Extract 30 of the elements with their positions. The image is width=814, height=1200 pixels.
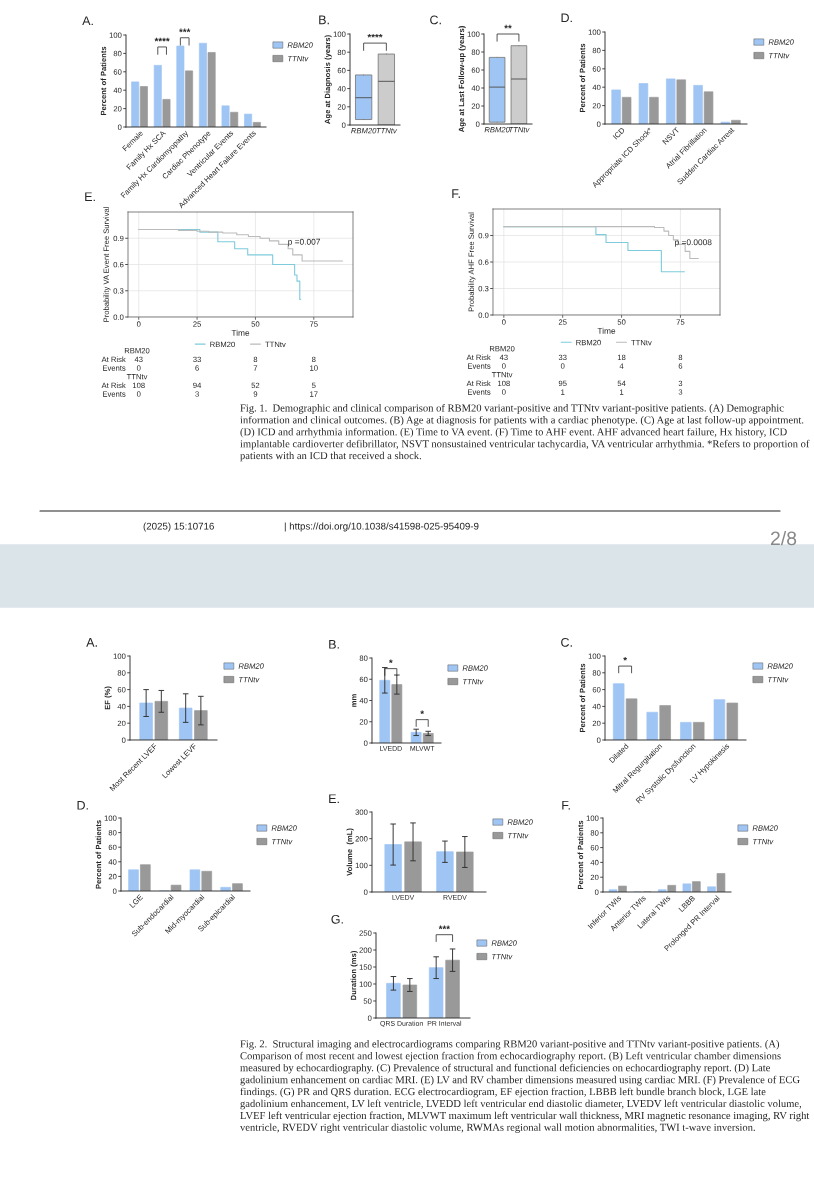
x-axis-title: Time [231, 329, 250, 336]
annotation: * [623, 656, 628, 661]
chart-title: E. [329, 794, 339, 804]
chart-title: A. [86, 638, 97, 647]
annotation: **** [154, 37, 170, 42]
chart-title: D. [77, 800, 88, 810]
text: *** [179, 28, 191, 33]
chart-title: G. [331, 914, 343, 924]
text: (2025) 15:10716 [143, 522, 214, 532]
chart-title: F. [562, 800, 570, 810]
caption: Fig. 1. Demographic and clinical comparison of RBM20 variant-positive and TTNtv variant-positive patients. (A) Demographic information and clinical outcomes. (B) Age at diagnosis for patients with a cardiac phenotype. (C) Age at last follow-up appointment. (D) ICD and arrhythmia information. (E) Time to VA event. (F) Time to AHF event. AHF advanced heart failure, Hx history, ICD implantable cardioverter defibrillator, NSVT nonsustained ventricular tachycardia, VA ventricular arrhythmia. *Refers to proportion of patients with an ICD that received a shock. [240, 404, 810, 462]
annotation: **** [367, 33, 383, 38]
chart-title: F. [452, 189, 460, 198]
chart-title: B. [329, 640, 339, 649]
annotation: p =0.007 [288, 238, 320, 247]
annotation: * [420, 710, 425, 715]
chart-title: E. [85, 192, 95, 202]
caption: Fig. 2. Structural imaging and electrocardiograms comparing RBM20 variant-positive and TTNtv variant-positive patients. (A) Comparison of most recent and lowest ejection fraction from echocardiography report. (B) Left ventricular chamber dimensions measured by echocardiography. (C) Prevalence of structural and functional deficiencies on echocardiography report. (D) Late gadolinium enhancement on cardiac MRI. (E) LV and RV chamber dimensions measured using cardiac MRI. (F) Prevalence of ECG findings. (G) PR and QRS duration. ECG electrocardiogram, EF ejection fraction, LBBB left bundle branch block, LGE late gadolinium enhancement, LV left ventricle, LVEDD left ventricular end diastolic diameter, LVEDV left ventricular diastolic volume, LVEF left ventricular ejection fraction, MLVWT maximum left ventricular wall thickness, MRI magnetic resonance imaging, RV right ventricle, RVEDV right ventricular diastolic volume, RWMAs regional wall motion abnormalities, TWI t-wave inversion. [240, 1040, 810, 1134]
text: ** [504, 24, 512, 29]
chart-title: C. [561, 637, 572, 647]
annotation: * [388, 659, 393, 664]
x-axis-title: Time [597, 327, 616, 334]
chart-title: D. [561, 13, 572, 23]
text: | https://doi.org/10.1038/s41598-025-95409-9 [284, 522, 479, 532]
text: 2/8 [770, 530, 797, 546]
annotation: p =0.0008 [675, 239, 712, 247]
text: *** [438, 925, 451, 930]
chart-title: A. [82, 16, 93, 26]
chart-title: C. [430, 15, 441, 25]
chart-title: B. [319, 15, 329, 25]
